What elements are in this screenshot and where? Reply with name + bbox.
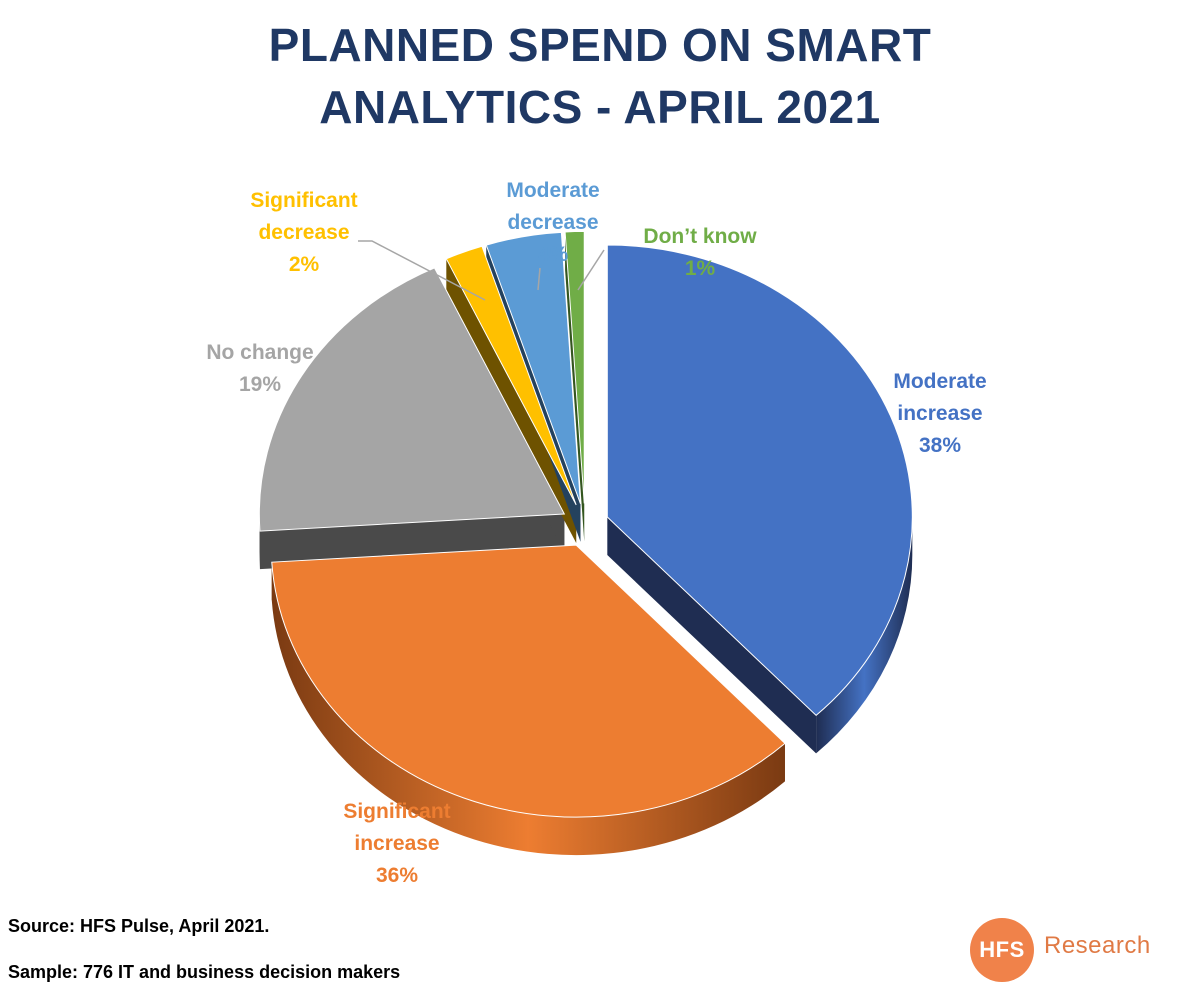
- slice-label-name: Moderate: [893, 370, 987, 393]
- slice-label-name: decrease: [258, 221, 350, 244]
- slice-wall: [446, 258, 577, 543]
- chart-title-line-2: ANALYTICS - APRIL 2021: [319, 81, 881, 133]
- slice-label-name: increase: [897, 402, 983, 425]
- slice-label: Significant increase 36%: [343, 796, 450, 892]
- slice-label: Significant decrease 2%: [250, 185, 357, 281]
- slice-label-name: Significant: [250, 189, 358, 212]
- slice-label-value: 19%: [238, 373, 282, 396]
- slice-label: Moderate increase 38%: [893, 366, 986, 462]
- pie-slice: [445, 245, 577, 506]
- chart-title: PLANNED SPEND ON SMART ANALYTICS - APRIL…: [0, 14, 1200, 138]
- pie-slice: [606, 244, 913, 716]
- pie-slice: [564, 230, 585, 504]
- slice-wall: [607, 517, 817, 754]
- slice-label-name: No change: [206, 341, 314, 364]
- pie-slice: [271, 544, 786, 818]
- slice-label-value: 1%: [684, 257, 716, 280]
- slice-label-name: Moderate: [506, 179, 600, 202]
- slice-rim: [271, 562, 785, 856]
- leader-line: [358, 240, 486, 301]
- pie-slice: [258, 267, 566, 532]
- slice-label: Don’t know 1%: [643, 221, 756, 285]
- slice-label: Moderate decrease 4%: [506, 175, 599, 271]
- slice-label-name: Significant: [343, 800, 451, 823]
- slice-label-value: 2%: [288, 253, 320, 276]
- sample-note: Sample: 776 IT and business decision mak…: [8, 962, 401, 982]
- pie-slice: [485, 231, 582, 504]
- hfs-research-logo: HFS Research: [970, 918, 1160, 982]
- slice-label-value: 36%: [375, 864, 419, 887]
- slice-label-name: Don’t know: [643, 225, 757, 248]
- slice-label-name: decrease: [507, 211, 599, 234]
- leader-line: [537, 267, 541, 291]
- slice-label: No change 19%: [206, 337, 313, 401]
- slice-wall: [565, 231, 585, 542]
- slice-label-value: 38%: [918, 434, 962, 457]
- slice-rim: [816, 517, 913, 754]
- logo-mark: HFS: [970, 918, 1034, 982]
- chart-title-line-1: PLANNED SPEND ON SMART: [268, 19, 932, 71]
- leader-line: [577, 249, 605, 291]
- slice-label-value: 4%: [537, 243, 569, 266]
- pie-top-layer: [258, 230, 913, 818]
- logo-text: Research: [1044, 932, 1151, 959]
- source-note: Source: HFS Pulse, April 2021.: [8, 916, 270, 936]
- slice-label-name: increase: [354, 832, 440, 855]
